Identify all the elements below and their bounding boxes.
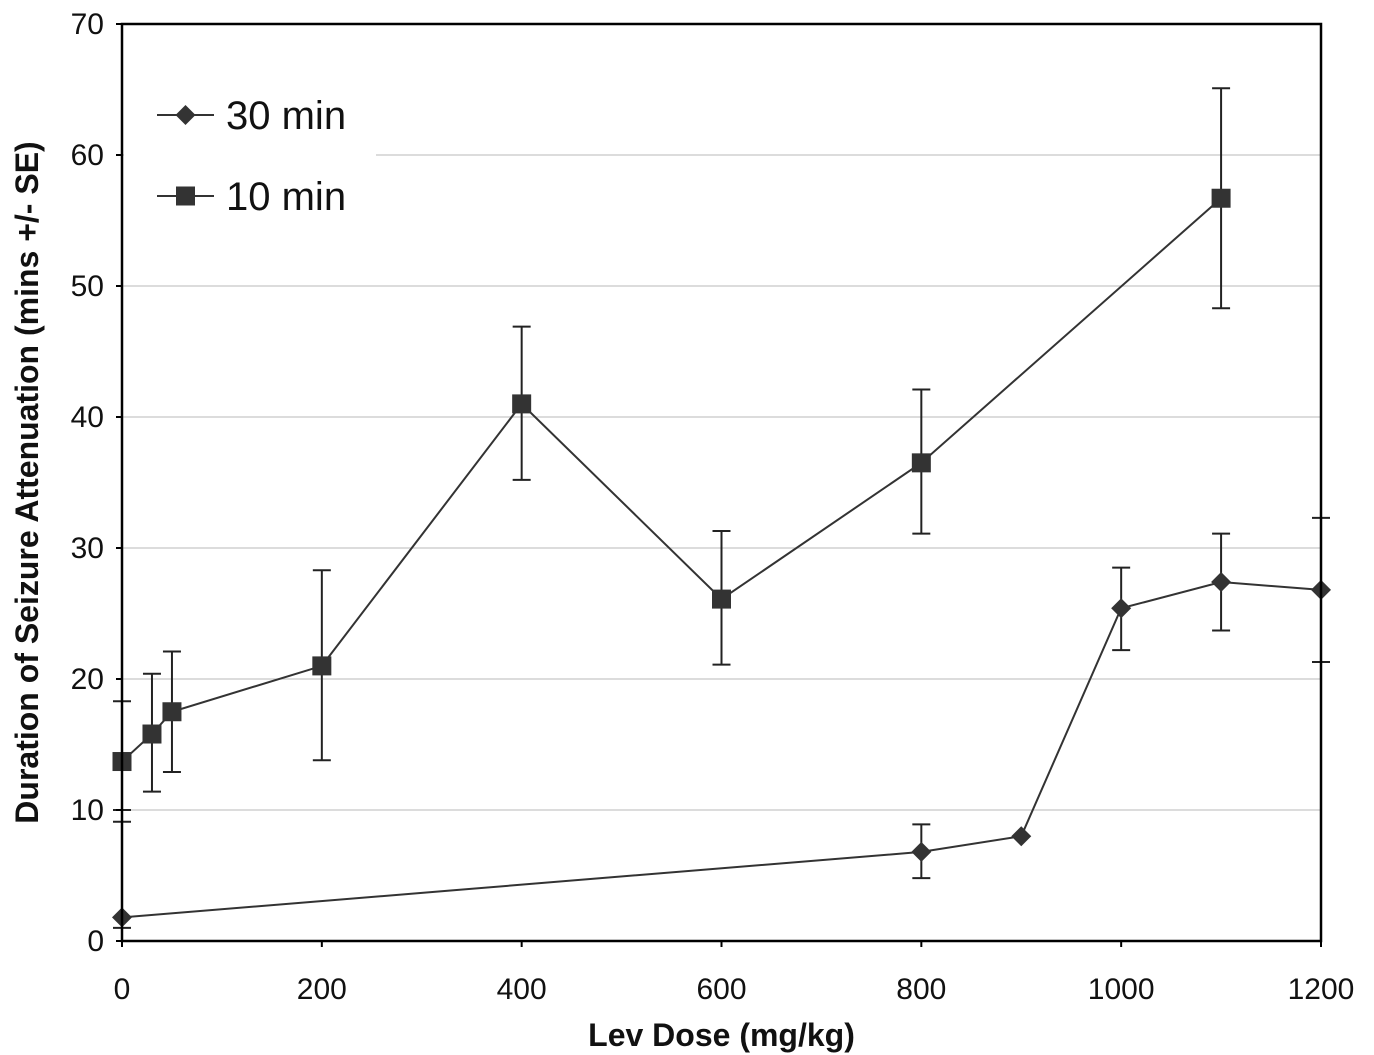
x-tick-label: 200 [297,973,347,1006]
data-point [911,453,931,473]
data-point [312,656,332,676]
x-axis-title: Lev Dose (mg/kg) [588,1017,855,1053]
x-tick-label: 800 [896,973,946,1006]
data-point [1111,598,1132,619]
y-tick-label: 10 [71,794,104,827]
data-point [1211,572,1232,593]
y-tick-label: 60 [71,139,104,172]
x-tick-label: 600 [696,973,746,1006]
data-point [512,394,532,414]
legend: 30 min 10 min [157,94,346,219]
x-tick-label: 0 [114,973,131,1006]
series-line [121,581,1322,919]
grid-lines [122,154,1321,811]
y-tick-label: 0 [87,925,104,958]
x-tick-label: 1200 [1288,973,1355,1006]
legend-marker-square [176,186,195,206]
y-tick-label: 50 [71,270,104,303]
y-tick-label: 70 [71,8,104,41]
data-point [1011,826,1032,847]
axis-ticks: 0 10 20 30 40 50 60 70 0 200 400 600 800 1000 1200 [71,8,1355,1006]
data-point [712,589,731,609]
y-tick-label: 20 [71,663,104,696]
series-line [121,197,1222,763]
x-tick-label: 400 [497,973,547,1006]
y-tick-label: 40 [71,401,104,434]
legend-marker-diamond [175,105,196,125]
data-point [162,702,182,722]
data-point [142,724,162,744]
x-tick-label: 1000 [1088,973,1155,1006]
legend-background [124,26,376,236]
data-point [1211,188,1231,208]
y-tick-label: 30 [71,532,104,565]
y-axis-title: Duration of Seizure Attenuation (mins +/… [9,141,45,823]
legend-label: 30 min [226,94,346,138]
legend-label: 10 min [226,175,346,219]
data-point [911,841,932,862]
